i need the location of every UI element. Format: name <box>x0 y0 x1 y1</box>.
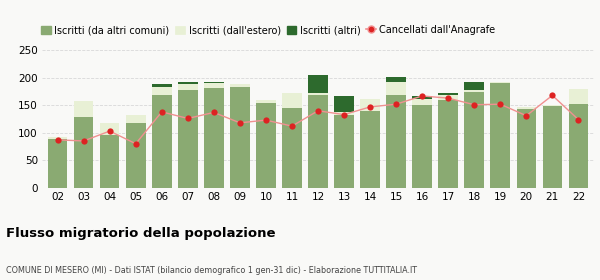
Bar <box>178 85 197 90</box>
Bar <box>256 100 275 102</box>
Bar <box>204 82 224 83</box>
Bar <box>412 96 432 99</box>
Text: Flusso migratorio della popolazione: Flusso migratorio della popolazione <box>6 227 275 240</box>
Bar <box>439 93 458 95</box>
Bar <box>439 95 458 100</box>
Bar <box>569 104 588 188</box>
Bar <box>100 123 119 136</box>
Bar <box>334 115 354 188</box>
Bar <box>361 111 380 188</box>
Bar <box>308 75 328 93</box>
Bar <box>569 89 588 104</box>
Bar <box>361 99 380 111</box>
Bar <box>491 82 510 83</box>
Bar <box>386 95 406 188</box>
Bar <box>517 109 536 188</box>
Bar <box>74 117 94 188</box>
Bar <box>152 85 172 87</box>
Text: COMUNE DI MESERO (MI) - Dati ISTAT (bilancio demografico 1 gen-31 dic) - Elabora: COMUNE DI MESERO (MI) - Dati ISTAT (bila… <box>6 266 417 275</box>
Bar <box>412 105 432 188</box>
Bar <box>178 82 197 85</box>
Bar <box>204 88 224 188</box>
Bar <box>386 82 406 95</box>
Legend: Iscritti (da altri comuni), Iscritti (dall'estero), Iscritti (altri), Cancellati: Iscritti (da altri comuni), Iscritti (da… <box>41 25 496 35</box>
Bar <box>439 100 458 188</box>
Bar <box>542 106 562 188</box>
Bar <box>464 90 484 92</box>
Bar <box>126 115 146 123</box>
Bar <box>178 90 197 188</box>
Bar <box>334 96 354 112</box>
Bar <box>256 102 275 188</box>
Bar <box>100 136 119 188</box>
Bar <box>308 95 328 188</box>
Bar <box>386 77 406 82</box>
Bar <box>126 123 146 188</box>
Bar <box>334 112 354 115</box>
Bar <box>308 93 328 95</box>
Bar <box>152 87 172 95</box>
Bar <box>542 105 562 106</box>
Bar <box>464 92 484 188</box>
Bar <box>230 85 250 87</box>
Bar <box>282 93 302 108</box>
Bar <box>48 137 67 139</box>
Bar <box>152 95 172 188</box>
Bar <box>204 83 224 88</box>
Bar <box>491 83 510 188</box>
Bar <box>74 101 94 117</box>
Bar <box>48 139 67 188</box>
Bar <box>282 108 302 188</box>
Bar <box>464 82 484 90</box>
Bar <box>230 87 250 188</box>
Bar <box>517 108 536 109</box>
Bar <box>412 99 432 105</box>
